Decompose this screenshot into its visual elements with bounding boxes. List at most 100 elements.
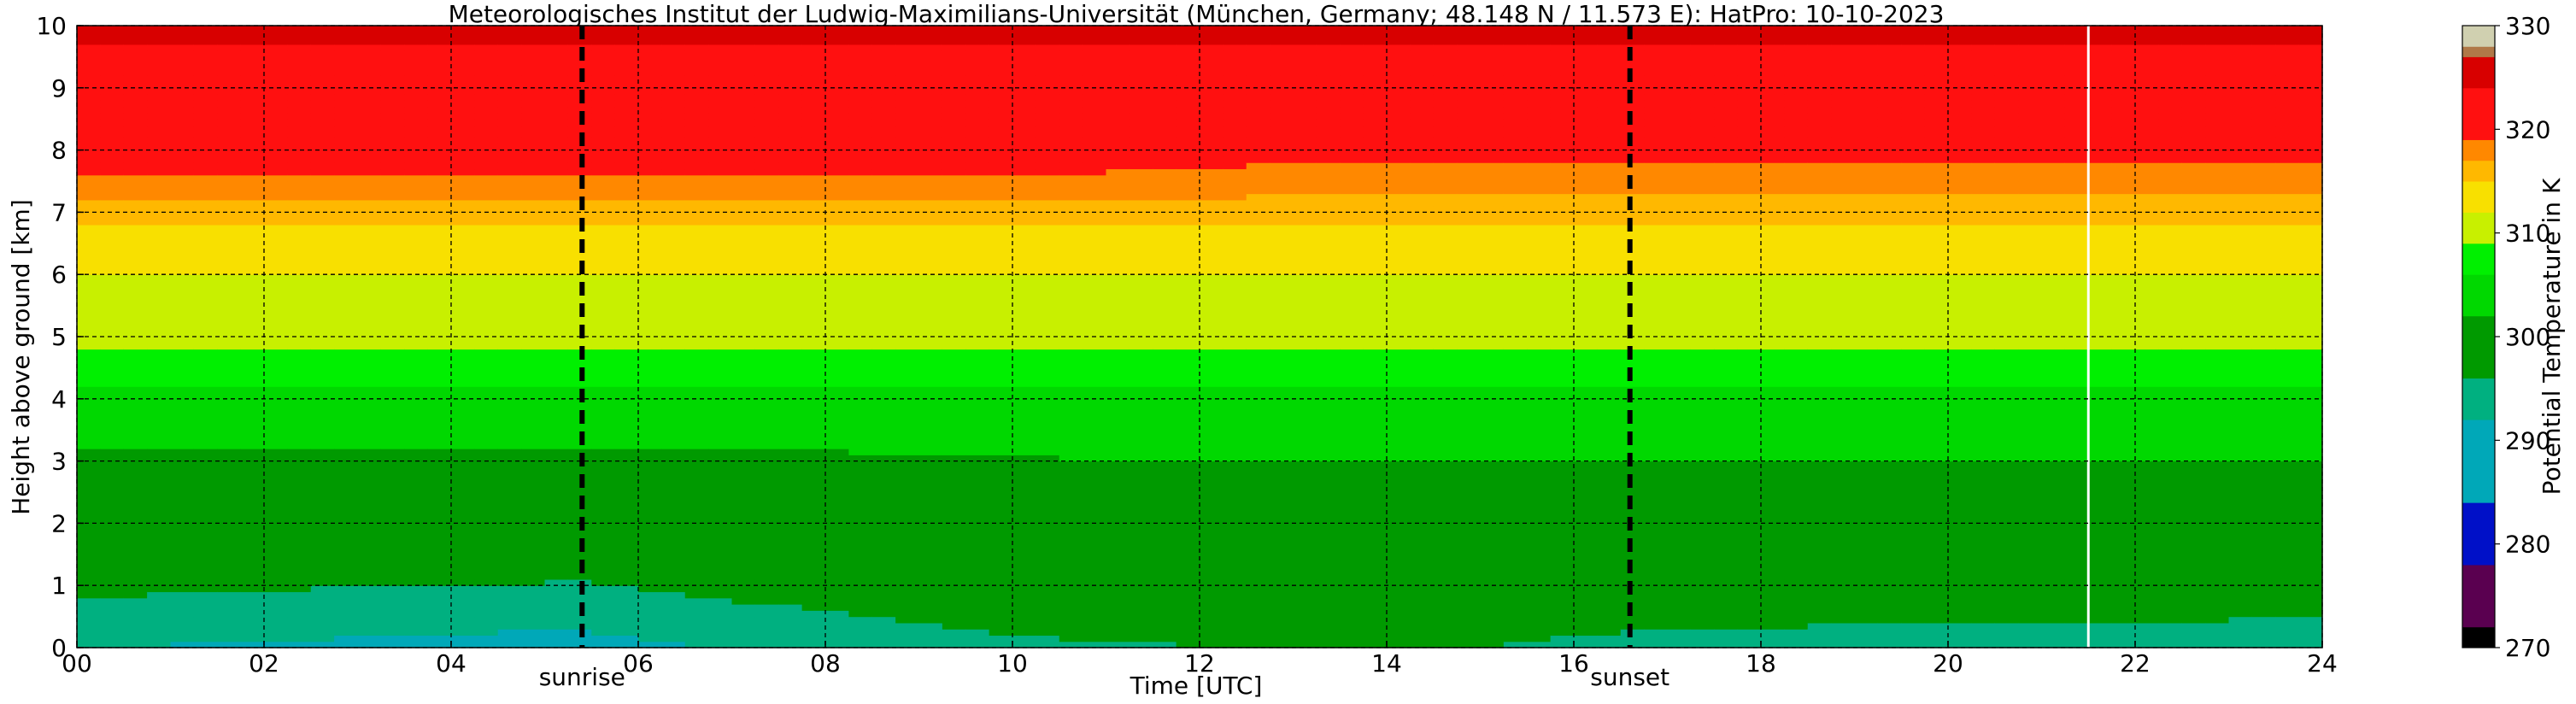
heatmap-cell	[240, 318, 265, 326]
heatmap-cell	[380, 206, 405, 213]
heatmap-cell	[123, 181, 148, 188]
heatmap-cell	[451, 299, 475, 307]
heatmap-cell	[801, 286, 826, 294]
heatmap-cell	[801, 81, 826, 89]
heatmap-cell	[170, 293, 195, 300]
heatmap-cell	[451, 267, 475, 275]
heatmap-cell	[1153, 255, 1177, 263]
heatmap-cell	[965, 417, 990, 425]
heatmap-cell	[357, 56, 382, 64]
heatmap-cell	[544, 293, 569, 300]
heatmap-cell	[334, 379, 359, 387]
heatmap-cell	[77, 337, 101, 343]
heatmap-cell	[1153, 243, 1177, 250]
heatmap-cell	[240, 174, 265, 182]
heatmap-cell	[1153, 261, 1177, 269]
heatmap-cell	[427, 504, 452, 512]
heatmap-cell	[871, 168, 896, 176]
heatmap-cell	[217, 44, 242, 51]
heatmap-cell	[591, 386, 616, 394]
heatmap-cell	[942, 405, 966, 412]
heatmap-cell	[1059, 423, 1083, 431]
heatmap-cell	[100, 155, 125, 163]
heatmap-cell	[404, 337, 429, 343]
heatmap-cell	[1223, 585, 1247, 593]
heatmap-cell	[544, 517, 569, 524]
heatmap-cell	[123, 237, 148, 244]
heatmap-cell	[217, 249, 242, 256]
heatmap-cell	[614, 355, 639, 362]
heatmap-cell	[217, 293, 242, 300]
heatmap-cell	[427, 548, 452, 555]
heatmap-cell	[638, 224, 662, 232]
heatmap-cell	[614, 324, 639, 331]
heatmap-cell	[334, 199, 359, 207]
heatmap-cell	[77, 479, 101, 487]
heatmap-cell	[1036, 261, 1060, 269]
heatmap-cell	[170, 517, 195, 524]
heatmap-cell	[708, 485, 733, 493]
heatmap-cell	[871, 231, 896, 238]
heatmap-cell	[1176, 94, 1200, 101]
heatmap-cell	[871, 68, 896, 76]
heatmap-cell	[1012, 343, 1036, 350]
heatmap-cell	[848, 155, 873, 163]
heatmap-cell	[684, 455, 709, 462]
heatmap-cell	[942, 542, 966, 549]
heatmap-cell	[474, 224, 499, 232]
heatmap-cell	[287, 535, 312, 543]
heatmap-cell	[1012, 392, 1036, 400]
heatmap-cell	[217, 466, 242, 474]
heatmap-cell	[778, 373, 803, 381]
heatmap-cell	[380, 591, 405, 599]
heatmap-cell	[404, 585, 429, 593]
heatmap-cell	[871, 261, 896, 269]
heatmap-cell	[264, 75, 288, 83]
heatmap-cell	[427, 299, 452, 307]
heatmap-cell	[731, 267, 756, 275]
heatmap-cell	[264, 641, 288, 648]
heatmap-cell	[895, 492, 920, 499]
heatmap-cell	[404, 255, 429, 263]
heatmap-cell	[918, 449, 943, 455]
heatmap-cell	[591, 38, 616, 45]
heatmap-cell	[965, 144, 990, 151]
heatmap-cell	[848, 392, 873, 400]
heatmap-cell	[193, 324, 218, 331]
heatmap-cell	[567, 529, 592, 537]
heatmap-cell	[427, 218, 452, 226]
heatmap-cell	[1200, 68, 1223, 76]
heatmap-cell	[1106, 174, 1130, 182]
heatmap-cell	[1223, 504, 1247, 512]
heatmap-cell	[1083, 62, 1107, 70]
heatmap-cell	[474, 523, 499, 531]
heatmap-cell	[100, 535, 125, 543]
heatmap-cell	[848, 554, 873, 561]
heatmap-cell	[918, 193, 943, 201]
heatmap-cell	[825, 442, 849, 449]
heatmap-cell	[287, 572, 312, 580]
heatmap-cell	[754, 119, 779, 126]
heatmap-cell	[591, 274, 616, 282]
heatmap-cell	[801, 318, 826, 326]
heatmap-cell	[217, 218, 242, 226]
heatmap-cell	[240, 510, 265, 518]
heatmap-cell	[100, 324, 125, 331]
heatmap-cell	[591, 554, 616, 561]
heatmap-cell	[1012, 131, 1036, 138]
heatmap-cell	[754, 26, 779, 32]
heatmap-cell	[147, 423, 172, 431]
heatmap-cell	[77, 174, 101, 182]
heatmap-cell	[825, 112, 849, 120]
heatmap-cell	[1223, 560, 1247, 567]
heatmap-cell	[942, 44, 966, 51]
heatmap-cell	[474, 449, 499, 455]
heatmap-cell	[147, 324, 172, 331]
heatmap-cell	[240, 44, 265, 51]
heatmap-cell	[451, 305, 475, 313]
heatmap-cell	[661, 199, 686, 207]
heatmap-cell	[1083, 87, 1107, 95]
heatmap-cell	[871, 26, 896, 32]
heatmap-cell	[100, 635, 125, 642]
heatmap-cell	[895, 100, 920, 108]
